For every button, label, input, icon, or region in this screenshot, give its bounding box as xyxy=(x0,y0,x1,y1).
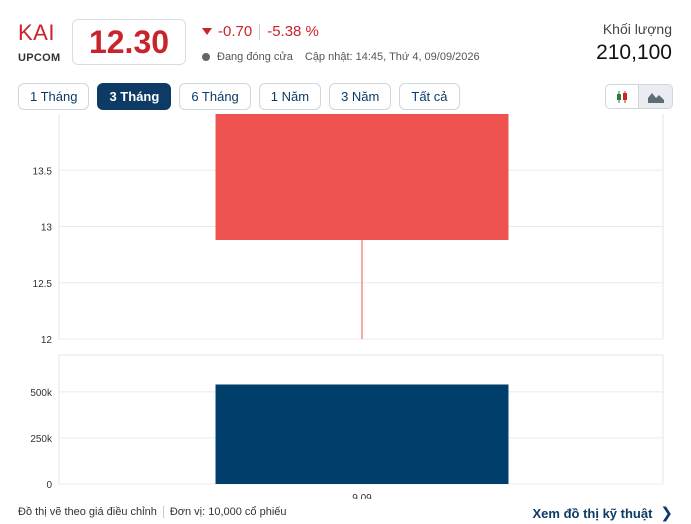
technical-chart-link-label: Xem đồ thị kỹ thuật xyxy=(532,505,653,521)
price-tick-label: 12 xyxy=(41,335,53,346)
price-box: 12.30 xyxy=(72,19,186,65)
price-chart: 12 12.5 13 13.5 0 250k 500k 9.09 xyxy=(30,114,664,499)
volume-tick-label: 0 xyxy=(46,480,52,491)
exchange-label: UPCOM xyxy=(18,52,61,64)
candlestick-chart-button[interactable] xyxy=(605,84,639,109)
status-dot-icon xyxy=(202,53,210,61)
chart-footnote: Đồ thị vẽ theo giá điều chỉnh Đơn vị: 10… xyxy=(18,506,287,518)
adjusted-price-note: Đồ thị vẽ theo giá điều chỉnh xyxy=(18,506,157,518)
status-text: Đang đóng cửa xyxy=(217,51,293,63)
range-selector: 1 Tháng 3 Tháng 6 Tháng 1 Năm 3 Năm Tất … xyxy=(18,83,460,110)
volume-value: 210,100 xyxy=(596,41,672,64)
price-change: -0.70 -5.38 % xyxy=(202,23,319,40)
area-chart-button[interactable] xyxy=(639,84,673,109)
price-tick-label: 13.5 xyxy=(33,166,53,177)
range-3-year-button[interactable]: 3 Năm xyxy=(329,83,392,110)
range-all-button[interactable]: Tất cả xyxy=(399,83,460,110)
ticker-symbol: KAI xyxy=(18,20,55,45)
volume-bar xyxy=(215,384,509,484)
price-tick-label: 13 xyxy=(41,223,53,234)
volume-label: Khối lượng xyxy=(602,21,672,37)
candle-body xyxy=(215,114,509,240)
market-status: Đang đóng cửa Cập nhật: 14:45, Thứ 4, 09… xyxy=(202,51,480,63)
change-percent: -5.38 % xyxy=(267,23,319,40)
chart-type-toggle xyxy=(605,84,673,109)
range-1-month-button[interactable]: 1 Tháng xyxy=(18,83,90,110)
range-6-month-button[interactable]: 6 Tháng xyxy=(179,83,251,110)
x-axis-label: 9.09 xyxy=(352,493,372,499)
unit-note: Đơn vị: 10,000 cổ phiếu xyxy=(169,506,287,518)
price-tick-label: 12.5 xyxy=(33,279,53,290)
divider xyxy=(162,506,164,518)
current-price: 12.30 xyxy=(88,23,170,60)
volume-tick-label: 500k xyxy=(30,388,53,399)
range-1-year-button[interactable]: 1 Năm xyxy=(258,83,322,110)
chevron-right-icon: ❯ xyxy=(660,505,673,522)
area-chart-icon xyxy=(647,92,664,103)
down-arrow-icon xyxy=(202,28,212,35)
volume-tick-label: 250k xyxy=(30,434,53,445)
technical-chart-link[interactable]: Xem đồ thị kỹ thuật ❯ xyxy=(533,504,673,522)
change-value: -0.70 xyxy=(218,23,253,40)
candlestick-icon xyxy=(617,90,627,103)
update-time: Cập nhật: 14:45, Thứ 4, 09/09/2026 xyxy=(304,51,480,63)
divider xyxy=(259,23,261,40)
range-3-month-button[interactable]: 3 Tháng xyxy=(97,83,172,110)
